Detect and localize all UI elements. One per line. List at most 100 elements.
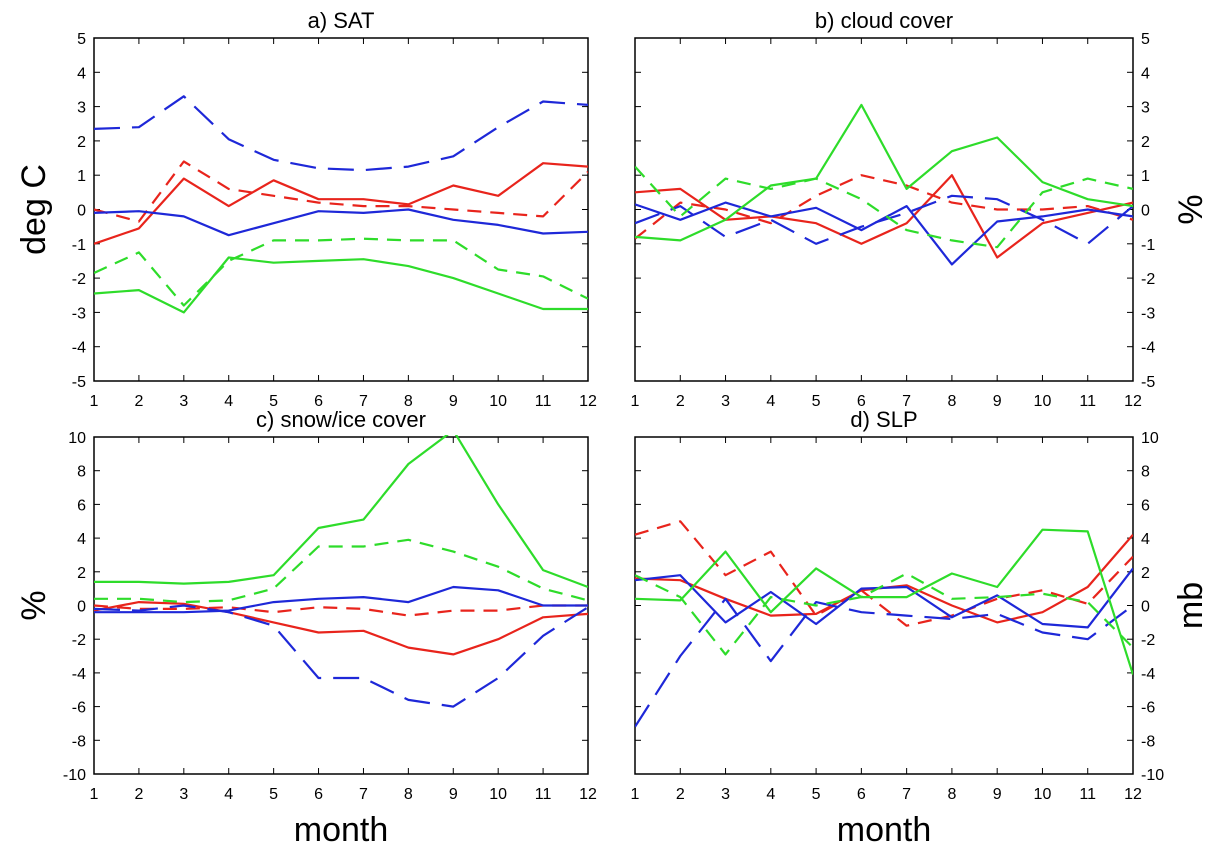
y-axis-label: %: [15, 590, 53, 620]
y-axis-label: deg C: [15, 164, 53, 255]
series-line-longdash-3: [635, 194, 1133, 245]
y-tick-label: 2: [77, 134, 86, 151]
x-tick-label: 6: [857, 786, 866, 803]
x-tick-label: 7: [902, 393, 911, 410]
y-tick-label: -2: [72, 271, 86, 288]
y-tick-label: 4: [1141, 531, 1150, 548]
x-tick-label: 10: [1034, 393, 1052, 410]
x-tick-label: 8: [404, 786, 413, 803]
panel-title: b) cloud cover: [815, 8, 953, 33]
x-tick-label: 1: [631, 786, 640, 803]
x-tick-label: 6: [314, 786, 323, 803]
panel-title: c) snow/ice cover: [256, 407, 426, 432]
y-tick-label: 1: [77, 168, 86, 185]
x-tick-label: 5: [269, 393, 278, 410]
y-tick-label: -4: [1141, 666, 1155, 683]
y-tick-label: 1: [1141, 168, 1150, 185]
y-tick-label: -8: [72, 733, 86, 750]
series-line-solid-2: [94, 585, 588, 614]
series-line-solid-4: [94, 435, 588, 589]
x-tick-label: 2: [676, 786, 685, 803]
y-axis-label: %: [1172, 194, 1210, 224]
y-tick-label: 2: [77, 565, 86, 582]
y-tick-label: 5: [1141, 31, 1150, 48]
series-line-solid-2: [635, 201, 1133, 266]
y-tick-label: 10: [68, 430, 86, 447]
x-tick-label: 5: [269, 786, 278, 803]
y-tick-label: -2: [72, 632, 86, 649]
x-tick-label: 6: [857, 393, 866, 410]
x-tick-label: 8: [404, 393, 413, 410]
x-tick-label: 4: [766, 786, 775, 803]
x-tick-label: 9: [993, 393, 1002, 410]
y-axis-label: mb: [1172, 582, 1210, 629]
y-tick-label: -2: [1141, 632, 1155, 649]
series-line-dashed-1: [94, 160, 588, 223]
y-tick-label: 5: [77, 31, 86, 48]
y-tick-label: -4: [1141, 340, 1155, 357]
series-line-dashed-5: [94, 237, 588, 307]
y-tick-label: -10: [63, 767, 86, 784]
y-tick-label: -4: [72, 340, 86, 357]
panel-title: d) SLP: [850, 407, 917, 432]
x-tick-label: 4: [224, 786, 233, 803]
y-tick-label: 4: [1141, 65, 1150, 82]
y-tick-label: 6: [77, 497, 86, 514]
y-tick-label: 2: [1141, 134, 1150, 151]
series-line-solid-4: [635, 103, 1133, 242]
y-tick-label: 3: [77, 100, 86, 117]
x-tick-label: 7: [902, 786, 911, 803]
x-tick-label: 2: [134, 393, 143, 410]
y-tick-label: -1: [1141, 237, 1155, 254]
y-tick-label: -1: [72, 237, 86, 254]
x-tick-label: 11: [1079, 786, 1096, 803]
series-line-dashed-5: [635, 165, 1133, 249]
x-tick-label: 3: [179, 786, 188, 803]
y-tick-label: 0: [1141, 203, 1150, 220]
series-line-solid-2: [94, 208, 588, 237]
x-tick-label: 11: [535, 786, 552, 803]
x-tick-label: 5: [812, 786, 821, 803]
y-tick-label: 10: [1141, 430, 1159, 447]
x-tick-label: 1: [90, 393, 99, 410]
y-tick-label: 3: [1141, 100, 1150, 117]
series-line-dashed-1: [94, 604, 588, 617]
y-tick-label: -2: [1141, 271, 1155, 288]
y-tick-label: 0: [77, 203, 86, 220]
series-line-solid-0: [94, 162, 588, 245]
plot-frame: [93, 436, 589, 775]
x-tick-label: 5: [812, 393, 821, 410]
x-tick-label: 9: [449, 786, 458, 803]
x-tick-label: 11: [1079, 393, 1096, 410]
x-tick-label: 8: [947, 786, 956, 803]
y-tick-label: -6: [72, 700, 86, 717]
x-tick-label: 4: [224, 393, 233, 410]
x-tick-label: 12: [1124, 786, 1142, 803]
y-tick-label: -3: [72, 305, 86, 322]
series-line-longdash-3: [94, 95, 588, 172]
x-tick-label: 2: [676, 393, 685, 410]
x-tick-label: 9: [993, 786, 1002, 803]
y-tick-label: 8: [1141, 464, 1150, 481]
y-tick-label: -5: [1141, 374, 1155, 391]
series-line-longdash-3: [635, 597, 1133, 728]
series-line-solid-4: [94, 256, 588, 314]
series-line-solid-4: [635, 528, 1133, 675]
x-tick-label: 12: [579, 393, 597, 410]
x-tick-label: 12: [579, 786, 597, 803]
series-line-longdash-3: [94, 604, 588, 708]
x-tick-label: 3: [179, 393, 188, 410]
series-line-dashed-5: [635, 572, 1133, 656]
series-line-dashed-5: [94, 538, 588, 604]
series-line-dashed-1: [635, 520, 1133, 627]
x-tick-label: 1: [631, 393, 640, 410]
x-tick-label: 10: [489, 786, 507, 803]
panel-title: a) SAT: [308, 8, 375, 33]
x-tick-label: 2: [134, 786, 143, 803]
x-tick-label: 10: [1034, 786, 1052, 803]
y-tick-label: -8: [1141, 733, 1155, 750]
y-tick-label: 8: [77, 464, 86, 481]
